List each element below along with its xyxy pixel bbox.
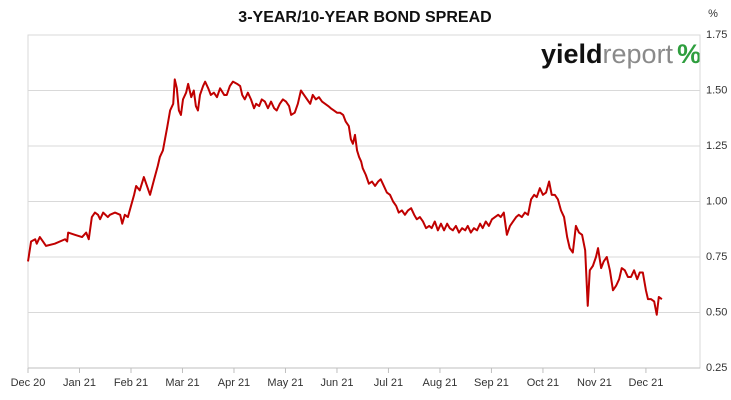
x-tick-label: Sep 21	[474, 377, 509, 389]
y-tick-label: 0.25	[706, 362, 727, 374]
x-tick-label: Apr 21	[218, 377, 250, 389]
brand-part: report	[603, 39, 674, 69]
x-tick-label: May 21	[267, 377, 303, 389]
chart-title: 3-YEAR/10-YEAR BOND SPREAD	[238, 9, 491, 26]
x-tick-label: Aug 21	[423, 377, 458, 389]
y-tick-label: 1.00	[706, 195, 727, 207]
x-tick-label: Feb 21	[114, 377, 148, 389]
x-tick-label: Jan 21	[63, 377, 96, 389]
x-tick-label: Mar 21	[165, 377, 199, 389]
brand-part: yield	[541, 39, 603, 69]
y-tick-label: 1.25	[706, 140, 727, 152]
x-tick-label: Dec 20	[11, 377, 46, 389]
y-axis-unit: %	[708, 8, 718, 20]
x-tick-label: Nov 21	[577, 377, 612, 389]
y-tick-label: 0.75	[706, 251, 727, 263]
brand-part: %	[677, 39, 701, 69]
x-tick-label: Dec 21	[629, 377, 664, 389]
y-tick-label: 1.75	[706, 29, 727, 41]
brand-logo: yieldreport%	[541, 39, 701, 69]
x-tick-label: Jul 21	[374, 377, 403, 389]
data-line	[27, 78, 663, 316]
x-tick-label: Oct 21	[527, 377, 559, 389]
y-tick-label: 0.50	[706, 306, 727, 318]
y-tick-label: 1.50	[706, 84, 727, 96]
x-tick-label: Jun 21	[320, 377, 353, 389]
